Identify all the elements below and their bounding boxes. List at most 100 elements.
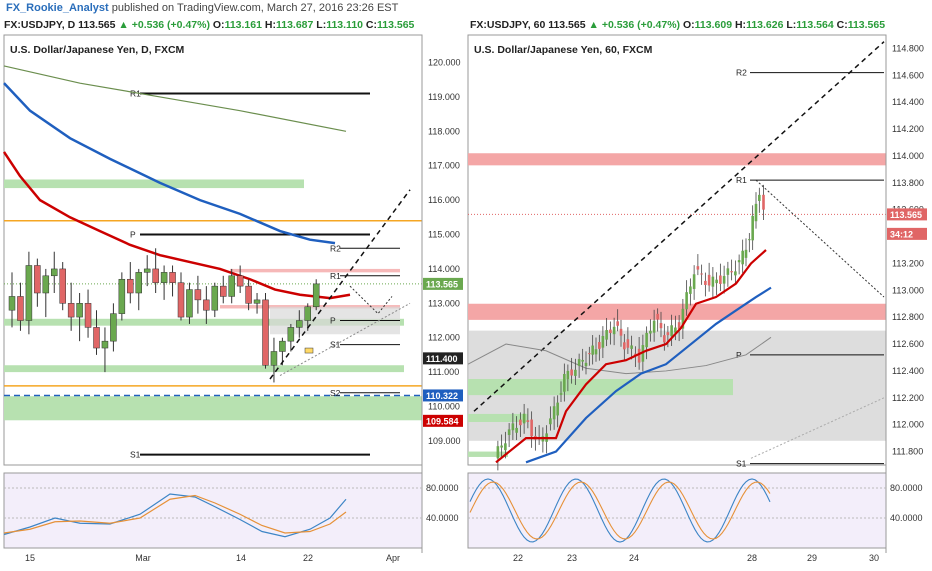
left-candle-body [84,303,92,328]
right-candle-body [715,279,718,284]
right-open-label: O: [682,19,695,31]
right-candle-body [594,349,598,355]
right-x-tick-label: 30 [869,553,879,563]
right-ma-red [495,249,767,464]
right-low-label: L: [786,19,797,31]
left-pivot-label-p: P [130,230,136,240]
right-stoch-d-line [469,481,771,540]
right-candle-body [700,273,703,275]
right-candle-body [737,260,741,263]
right-candle-body [515,427,518,433]
left-y-tick-label: 111.000 [428,367,459,377]
right-candle-body [692,274,696,289]
right-candle-body [581,359,584,362]
right-candle-body [556,402,559,416]
left-pivot-label-r1: R1 [130,88,141,98]
left-open: 113.161 [224,19,262,31]
left-candle-body [279,340,286,352]
right-candle-body [519,419,522,426]
right-candle-body [722,276,726,284]
right-y-tick-label: 113.000 [892,285,924,295]
right-candle-body [685,292,688,310]
right-change: ▲ +0.536 (+0.47%) [588,19,681,31]
right-candle-body [726,268,730,275]
left-price-label: 109.584 [426,416,459,426]
right-y-tick-label: 114.400 [892,97,924,107]
left-support-zone-bottom [4,396,422,421]
right-chart-svg[interactable]: U.S. Dollar/Japanese Yen, 60, FXCM R2 R1 P S… [466,33,932,566]
left-candle-body [194,289,202,301]
right-candle-body [500,445,503,448]
left-stoch-pane [3,472,423,549]
right-stoch-k-line [469,478,771,543]
right-candle-body [549,418,552,425]
right-high-label: H: [734,19,747,31]
left-open-label: O: [212,19,225,31]
left-trendline-dotted [279,302,411,376]
left-price-label-bg [423,352,463,365]
left-candle-body [304,306,311,321]
left-y-tick-label: 119.000 [428,92,460,102]
right-y-tick-label: 111.800 [892,447,923,457]
right-support-zone-3 [468,451,508,457]
left-price-label-bg [423,277,463,290]
left-change: ▲ +0.536 (+0.47%) [118,19,210,31]
left-y-tick-label: 116.000 [428,195,460,205]
left-candle-body [203,299,210,311]
right-stoch-tick-label: 80.0000 [890,483,923,493]
left-chart-panel: FX:USDJPY, D 113.565 ▲ +0.536 (+0.47%) O… [0,17,464,571]
right-candle-body [552,406,556,420]
right-candle-body [591,345,594,355]
right-candle-body [751,215,754,241]
left-ma-red [2,151,351,300]
right-candle-body [649,330,652,334]
right-y-tick-label: 112.200 [892,393,924,403]
left-candle-body [101,340,109,349]
left-pivot-label-r1: R1 [330,271,341,281]
left-support-zone-low [4,365,404,373]
left-support-zone-top [4,179,304,189]
left-chart-svg[interactable]: U.S. Dollar/Japanese Yen, D, FXCM R1 P R2 R1… [0,33,464,566]
left-price-label: 111.400 [426,354,458,364]
left-candle-body [67,303,75,318]
right-price-label-bg [887,227,927,240]
right-candle-body [741,250,744,265]
right-symbol: FX:USDJPY, 60 [470,19,546,31]
right-candle-body [748,239,751,241]
left-candle-body [118,278,126,314]
right-y-tick-label: 114.600 [892,70,924,80]
left-candle-body [245,285,252,304]
right-candle-body [656,313,659,320]
right-candle-body [504,443,507,451]
left-x-tick-label: 14 [236,553,246,563]
left-candle-body [220,285,227,297]
left-pivot-label-s1: S1 [130,450,141,460]
right-y-tick-label: 114.000 [892,151,924,161]
right-candle-body [619,328,623,336]
right-candle-body [566,370,570,380]
left-price-label-bg [423,414,463,427]
right-pivot-label-r2: R2 [736,68,747,78]
left-chart-title: U.S. Dollar/Japanese Yen, D, FXCM [10,44,185,56]
left-candle-body [169,272,176,283]
left-price-pane [3,34,423,466]
right-trendline-dotted [750,397,885,459]
right-candle-body [584,362,588,367]
author-link[interactable]: FX_Rookie_Analyst [6,2,109,14]
left-pivot-label-s1: S1 [330,340,341,350]
left-candle-body [186,289,193,318]
left-candle-body [17,296,24,321]
left-candle-body [127,278,134,294]
left-x-tick-label: Mar [135,553,151,563]
left-price-label: 113.565 [426,279,458,289]
right-candle-body [507,429,511,436]
left-candle-body [312,283,320,308]
right-price-label-bg [887,208,927,221]
right-candle-body [530,419,533,437]
left-x-tick-label: 22 [303,553,313,563]
right-candle-body [670,325,673,337]
left-pivot-label-r2: R2 [330,243,341,253]
right-x-tick-label: 22 [513,553,523,563]
right-candle-body [616,321,619,326]
right-candle-body [605,329,608,340]
